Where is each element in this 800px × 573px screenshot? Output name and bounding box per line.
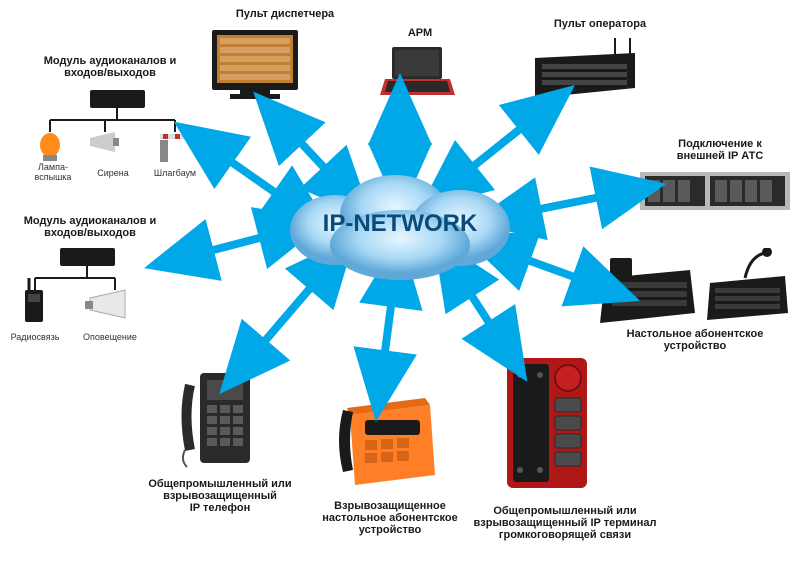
audio1-sub1: Лампа- вспышка (28, 162, 78, 182)
industrial-terminal-label: Общепромышленный или взрывозащищенный IP… (455, 505, 675, 541)
audio1-sub2: Сирена (88, 168, 138, 178)
center-cloud-label: IP-NETWORK (300, 210, 500, 238)
audio2-label: Модуль аудиоканалов и входов/выходов (5, 215, 175, 239)
audio2-sub1: Радиосвязь (5, 332, 65, 342)
arm-label: АРМ (395, 27, 445, 39)
desk-subscriber-label: Настольное абонентское устройство (600, 328, 790, 352)
explosion-desk-label: Взрывозащищенное настольное абонентское … (300, 500, 480, 536)
audio2-sub2: Оповещение (75, 332, 145, 342)
industrial-phone-label: Общепромышленный или взрывозащищенный IP… (130, 478, 310, 514)
dispatcher-label: Пульт диспетчера (215, 8, 355, 20)
audio1-sub3: Шлагбаум (145, 168, 205, 178)
operator-label: Пульт оператора (530, 18, 670, 30)
ext-pbx-label: Подключение к внешней IP АТС (650, 138, 790, 162)
audio1-label: Модуль аудиоканалов и входов/выходов (25, 55, 195, 79)
connection-arrows (0, 0, 800, 573)
